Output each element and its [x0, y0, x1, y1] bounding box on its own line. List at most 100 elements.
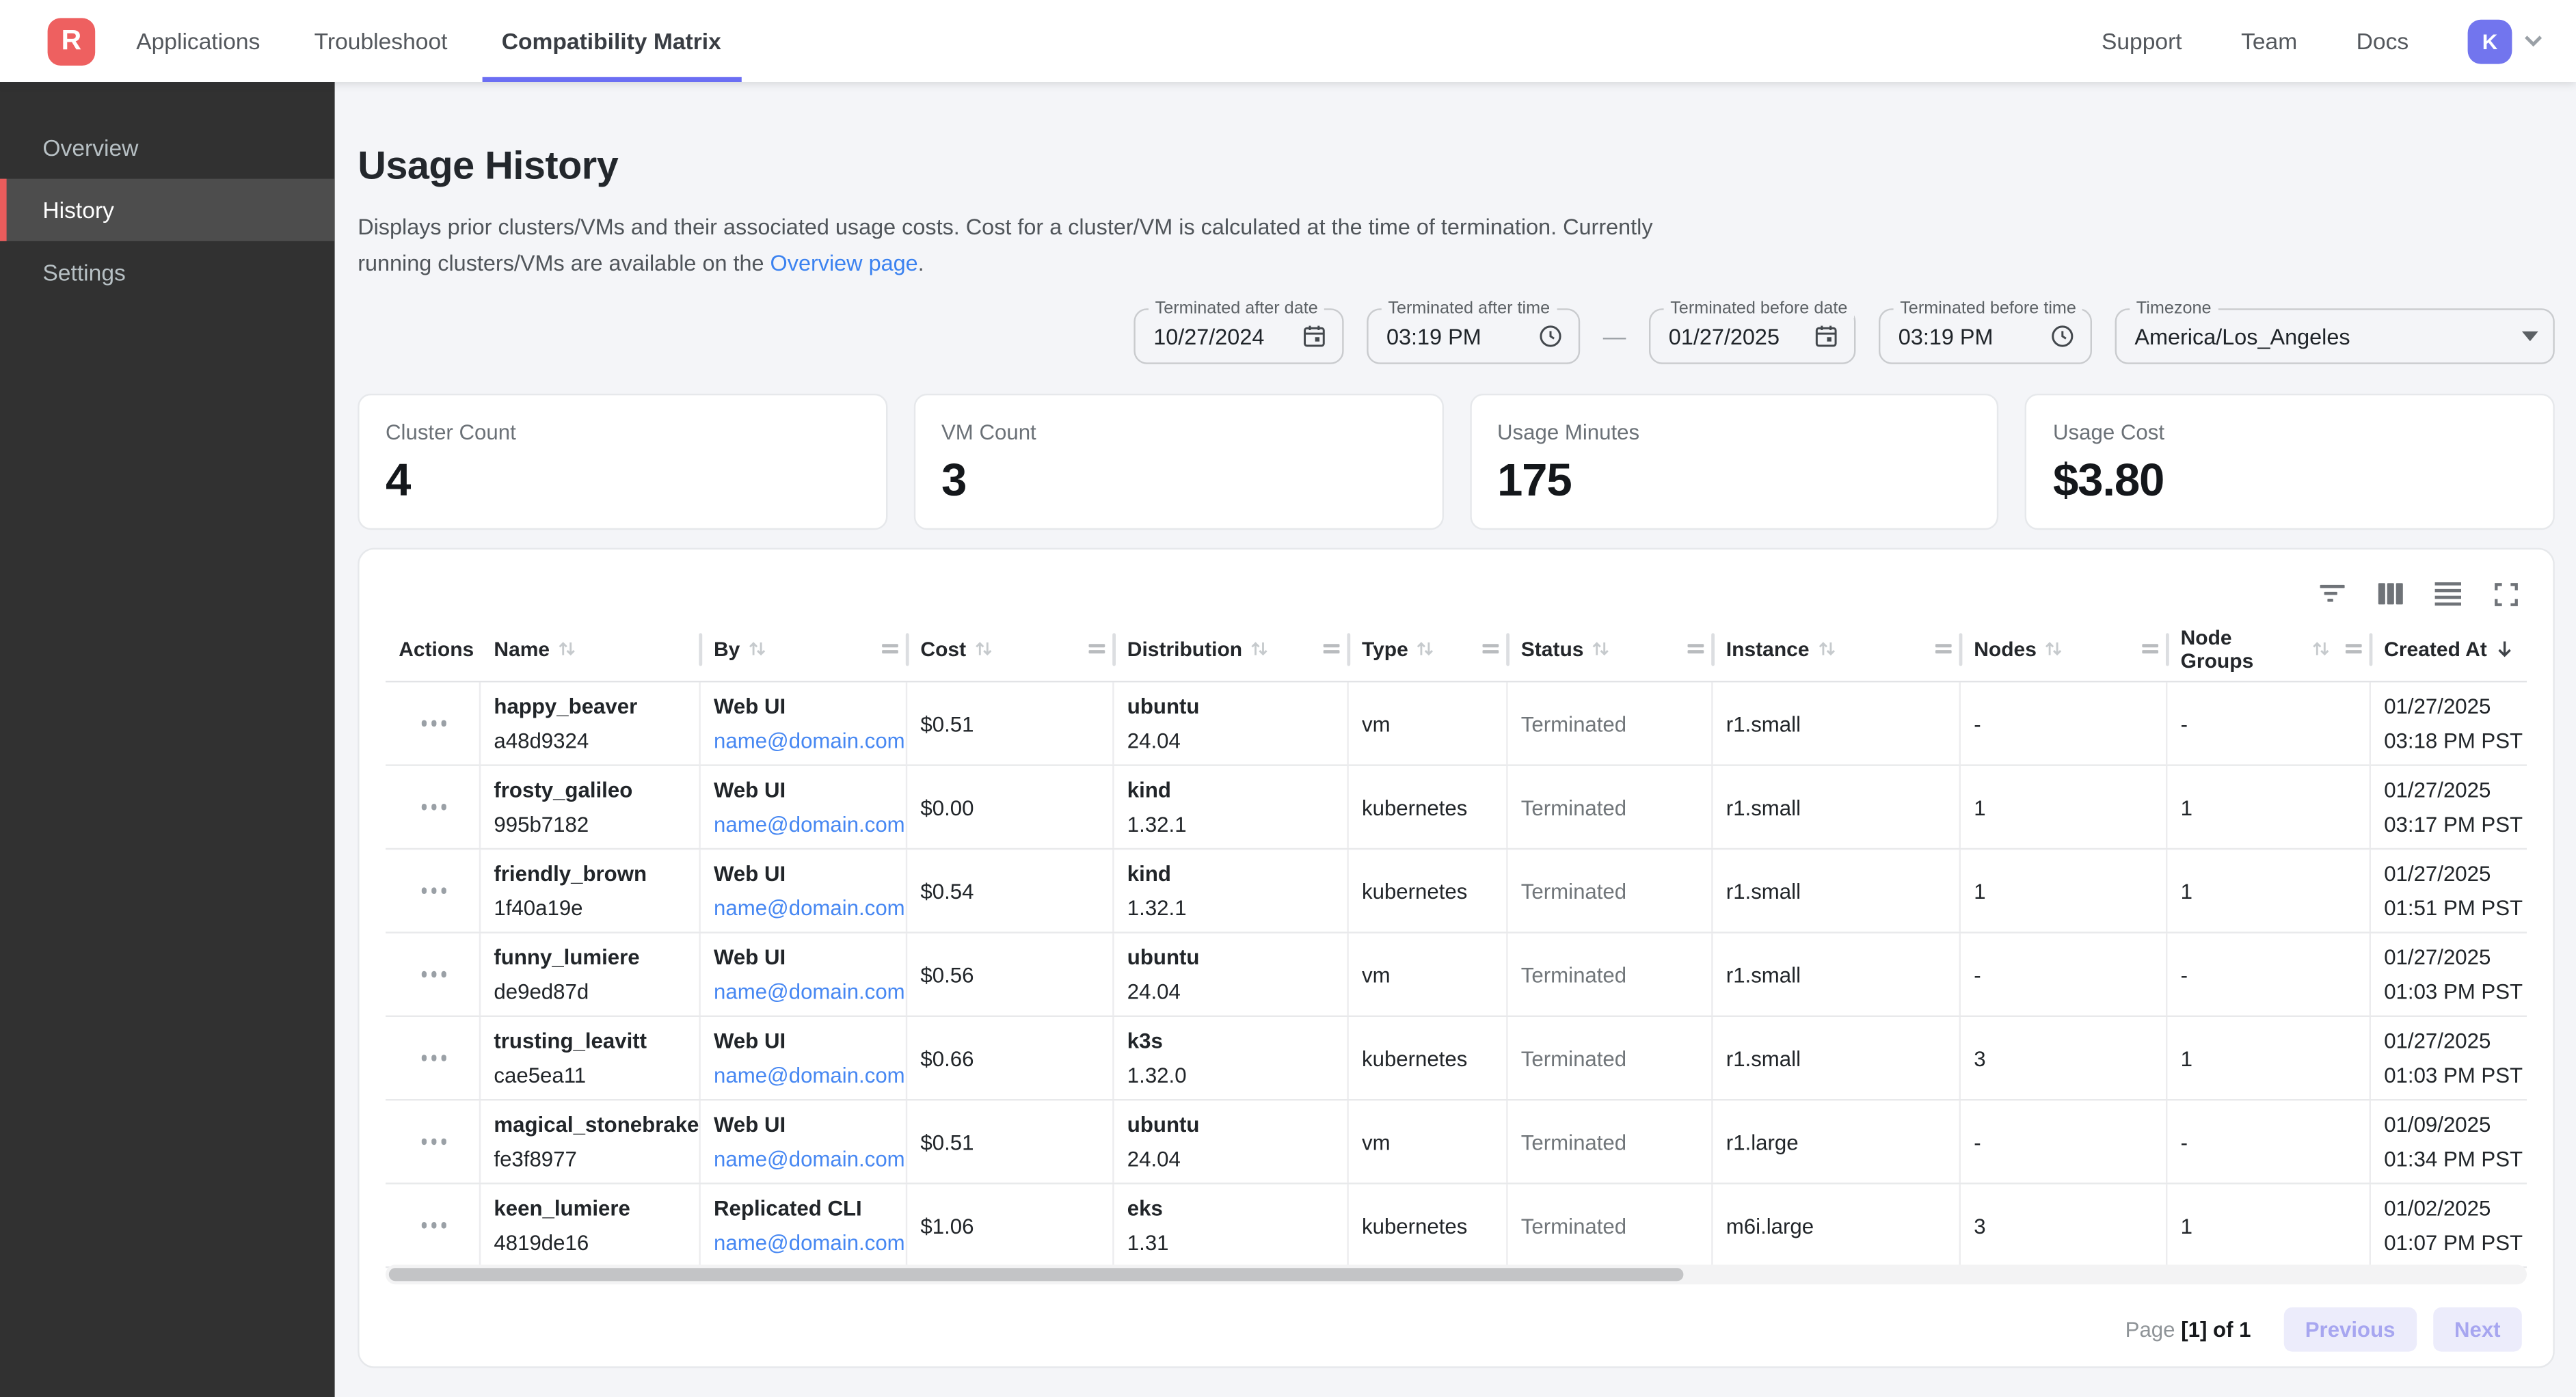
column-menu-icon[interactable] [2345, 641, 2363, 656]
column-header-instance[interactable]: Instance [1713, 616, 1963, 681]
nav-link-docs[interactable]: Docs [2356, 27, 2409, 55]
cell-by: Web UI name@domain.com [701, 850, 908, 932]
created-by-email-link[interactable]: name@domain.com [714, 728, 905, 753]
horizontal-scrollbar-track[interactable] [386, 1264, 2527, 1285]
cell-cost: $0.56 [907, 933, 1114, 1016]
column-separator[interactable] [1112, 633, 1116, 666]
column-menu-icon[interactable] [1088, 641, 1105, 656]
column-menu-icon[interactable] [2141, 641, 2159, 656]
ellipsis-dot [440, 1055, 446, 1061]
filter-field-timezone[interactable]: Timezone America/Los_Angeles [2115, 298, 2555, 364]
filter-button[interactable] [2318, 579, 2348, 608]
sort-icon[interactable] [1249, 640, 1270, 657]
column-header-created-at[interactable]: Created At [2371, 616, 2527, 681]
sort-icon[interactable] [2310, 640, 2331, 657]
sort-icon[interactable] [1414, 640, 1436, 657]
clock-icon[interactable] [1538, 323, 1564, 349]
row-actions-button[interactable] [386, 1184, 481, 1266]
filter-field-terminated-before-date[interactable]: Terminated before date 01/27/2025 [1649, 298, 1856, 364]
created-by-source: Web UI [714, 945, 786, 970]
filter-field-terminated-after-time[interactable]: Terminated after time 03:19 PM [1367, 298, 1581, 364]
calendar-icon[interactable] [1813, 323, 1839, 349]
column-header-name[interactable]: Name [481, 616, 703, 681]
column-menu-icon[interactable] [1322, 641, 1340, 656]
cell-cost: $0.51 [907, 682, 1114, 765]
column-header-node-groups[interactable]: Node Groups [2167, 616, 2373, 681]
cell-nodes: - [1961, 933, 2168, 1016]
row-actions-button[interactable] [386, 765, 481, 848]
sidebar-item-overview[interactable]: Overview [42, 134, 139, 161]
row-actions-button[interactable] [386, 850, 481, 932]
previous-page-button[interactable]: Previous [2283, 1306, 2417, 1351]
next-page-button[interactable]: Next [2432, 1306, 2522, 1351]
fullscreen-button[interactable] [2491, 579, 2520, 608]
column-separator[interactable] [699, 633, 703, 666]
sidebar-item-settings[interactable]: Settings [42, 259, 126, 286]
replicated-logo[interactable]: R [47, 17, 96, 65]
sort-icon[interactable] [1816, 640, 1837, 657]
column-separator[interactable] [2369, 633, 2373, 666]
dropdown-icon[interactable] [2521, 331, 2538, 342]
cell-name: keen_lumiere 4819de16 [481, 1184, 701, 1266]
avatar[interactable]: K [2467, 18, 2512, 64]
column-menu-icon[interactable] [1935, 641, 1953, 656]
cell-name: trusting_leavitt cae5ea11 [481, 1017, 701, 1100]
nav-tab-troubleshoot[interactable]: Troubleshoot [314, 27, 448, 55]
column-menu-icon[interactable] [881, 641, 899, 656]
column-header-distribution[interactable]: Distribution [1114, 616, 1351, 681]
horizontal-scrollbar-thumb[interactable] [388, 1268, 1684, 1281]
filter-field-terminated-after-date[interactable]: Terminated after date 10/27/2024 [1133, 298, 1344, 364]
column-header-cost[interactable]: Cost [907, 616, 1116, 681]
sort-icon[interactable] [2043, 640, 2064, 657]
overview-page-link[interactable]: Overview page [770, 250, 918, 275]
column-header-actions[interactable]: Actions [386, 616, 481, 681]
column-separator[interactable] [1959, 633, 1963, 666]
sidebar-item-history[interactable]: History [0, 178, 335, 241]
nav-link-support[interactable]: Support [2101, 27, 2182, 55]
cell-distribution: ubuntu 24.04 [1114, 682, 1349, 765]
sort-icon[interactable] [747, 640, 768, 657]
filter-field-terminated-before-time[interactable]: Terminated before time 03:19 PM [1879, 298, 2092, 364]
column-separator[interactable] [1347, 633, 1351, 666]
chevron-down-icon[interactable] [2523, 26, 2543, 55]
row-actions-button[interactable] [386, 1100, 481, 1183]
distribution-version: 1.32.0 [1127, 1063, 1187, 1088]
user-menu[interactable]: K [2467, 18, 2543, 64]
nav-tab-applications[interactable]: Applications [136, 27, 260, 55]
nav-tab-compatibility-matrix[interactable]: Compatibility Matrix [481, 0, 741, 83]
column-separator[interactable] [1506, 633, 1510, 666]
nav-link-team[interactable]: Team [2241, 27, 2298, 55]
row-actions-button[interactable] [386, 933, 481, 1016]
created-by-email-link[interactable]: name@domain.com [714, 895, 905, 921]
cell-node-groups: 1 [2167, 765, 2372, 848]
column-menu-icon[interactable] [1481, 641, 1499, 656]
column-header-nodes[interactable]: Nodes [1961, 616, 2169, 681]
cell-instance: r1.large [1713, 1100, 1961, 1183]
sort-icon[interactable] [973, 640, 994, 657]
calendar-icon[interactable] [1301, 323, 1327, 349]
page-description: Displays prior clusters/VMs and their as… [358, 210, 1670, 280]
column-separator[interactable] [1711, 633, 1715, 666]
sort-icon[interactable] [1590, 640, 1611, 657]
sort-icon[interactable] [556, 640, 578, 657]
table-toolbar [386, 550, 2527, 608]
row-actions-button[interactable] [386, 1017, 481, 1100]
created-by-email-link[interactable]: name@domain.com [714, 1063, 905, 1088]
column-menu-icon[interactable] [1687, 641, 1704, 656]
created-by-email-link[interactable]: name@domain.com [714, 1230, 905, 1256]
column-header-type[interactable]: Type [1349, 616, 1510, 681]
created-by-email-link[interactable]: name@domain.com [714, 979, 905, 1004]
density-button[interactable] [2433, 579, 2463, 608]
column-separator[interactable] [905, 633, 909, 666]
status-badge: Terminated [1520, 878, 1627, 904]
column-header-by[interactable]: By [701, 616, 909, 681]
clock-icon[interactable] [2050, 323, 2076, 349]
row-actions-button[interactable] [386, 682, 481, 765]
sort-desc-icon[interactable] [2493, 638, 2514, 660]
created-by-email-link[interactable]: name@domain.com [714, 1146, 905, 1171]
columns-button[interactable] [2376, 579, 2405, 608]
cell-name: frosty_galileo 995b7182 [481, 765, 701, 848]
column-separator[interactable] [2166, 633, 2169, 666]
created-by-email-link[interactable]: name@domain.com [714, 812, 905, 837]
column-header-status[interactable]: Status [1508, 616, 1715, 681]
